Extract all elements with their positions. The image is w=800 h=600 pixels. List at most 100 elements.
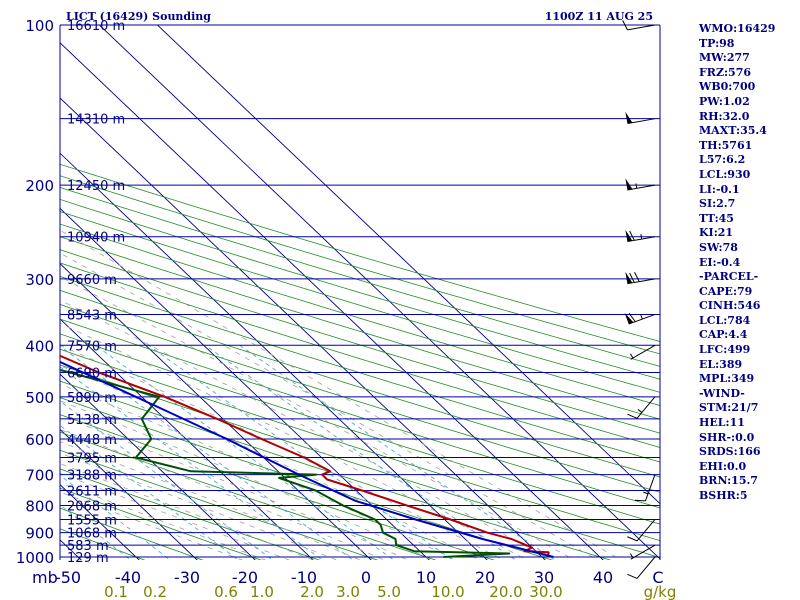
mixing-ratio-label: g/kg <box>644 583 677 600</box>
mixing-ratio-line <box>60 366 324 560</box>
wind-barb-staff <box>636 396 656 419</box>
mixing-ratio-label: 10.0 <box>431 583 464 600</box>
mixing-ratio-label: 2.0 <box>300 583 324 600</box>
isotherm-line <box>60 152 488 560</box>
dry-adiabat-line <box>60 449 379 560</box>
index-item: BRN:15.7 <box>699 474 758 488</box>
moist-adiabat-line <box>60 452 338 560</box>
index-item: -WIND- <box>699 386 745 400</box>
temperature-tick-label: 0 <box>361 568 371 587</box>
wind-barb-flag <box>634 499 646 502</box>
moist-adiabat-line <box>60 400 433 560</box>
moist-adiabat-line <box>60 322 528 560</box>
temperature-tick-label: -50 <box>55 568 81 587</box>
mixing-ratio-line <box>60 504 132 560</box>
wind-barb-pennant <box>625 111 633 124</box>
mixing-ratio-label: 30.0 <box>529 583 562 600</box>
temperature-tick-label: -30 <box>174 568 200 587</box>
wind-barb-staff <box>630 544 656 560</box>
height-label: 1555 m <box>67 513 117 528</box>
temperature-tick-label: C <box>652 568 663 587</box>
index-item: TP:98 <box>699 36 735 50</box>
wind-barb-halfflag <box>629 553 634 559</box>
wind-barb-halfflag <box>637 408 643 413</box>
wind-barb-halfflag <box>629 353 634 359</box>
height-label: 14310 m <box>67 113 125 128</box>
wind-barb-pennant <box>625 271 633 284</box>
dry-adiabat-line <box>60 249 660 434</box>
wind-barb <box>622 20 656 31</box>
pressure-tick-label: 800 <box>25 497 54 515</box>
isotherm-line <box>60 42 604 560</box>
isotherm-line <box>98 25 660 560</box>
index-item: EHI:0.0 <box>699 459 747 473</box>
dry-adiabat-line <box>60 364 660 559</box>
index-item: TH:5761 <box>699 138 753 152</box>
isotherm-line <box>0 13 32 568</box>
wind-barb-flag <box>627 573 638 579</box>
index-item: LI:-0.1 <box>699 182 740 196</box>
index-item: CAPE:79 <box>699 284 753 298</box>
parcel-path <box>60 360 554 558</box>
wind-barb-flag <box>629 272 635 283</box>
wind-barb-flag <box>627 413 638 419</box>
dry-adiabat-line <box>60 289 660 478</box>
temperature-tick-label: -20 <box>232 568 258 587</box>
pressure-tick-label: 500 <box>25 389 54 407</box>
wind-barb-flag <box>629 230 635 241</box>
height-label: 5138 m <box>67 413 117 428</box>
mixing-ratio-label: 0.1 <box>104 583 128 600</box>
dry-adiabat-line <box>60 175 660 355</box>
dry-adiabat-line <box>60 198 660 380</box>
index-item: BSHR:5 <box>699 489 748 502</box>
mixing-ratio-line <box>60 474 171 560</box>
index-item: MW:277 <box>699 51 750 65</box>
isotherm-line <box>60 428 198 560</box>
dry-adiabat-line <box>60 414 495 560</box>
wind-barb-halfflag <box>640 234 643 240</box>
sounding-profiles <box>60 354 554 558</box>
temperature-tick-label: -40 <box>115 568 141 587</box>
mixing-ratio-line <box>60 424 240 560</box>
wind-barb <box>629 344 656 360</box>
moist-adiabat-line <box>60 229 622 560</box>
pressure-tick-label: 100 <box>25 17 54 35</box>
chart-title-time: 1100Z 11 AUG 25 <box>545 10 653 23</box>
temperature-tick-label: -10 <box>291 568 317 587</box>
chart-title-station: LICT (16429) Sounding <box>66 10 211 23</box>
wind-barb-staff <box>627 24 656 31</box>
dry-adiabat-line <box>60 304 660 493</box>
height-label: 10940 m <box>67 231 125 246</box>
wind-barb-flag <box>627 536 638 542</box>
wind-barb <box>625 111 656 125</box>
pressure-tick-label: 700 <box>25 467 54 485</box>
mixing-ratio-label: 3.0 <box>336 583 360 600</box>
sounding-indices-panel: WMO:16429 TP:98 MW:277 FRZ:576 WB0:700 PW:1.0… <box>699 22 799 504</box>
index-item: MAXT:35.4 <box>699 124 767 138</box>
index-item: SW:78 <box>699 240 738 254</box>
wind-barb-staff <box>644 474 656 502</box>
dry-adiabat-line <box>60 318 660 509</box>
mixing-ratio-line <box>148 344 454 560</box>
temperature-profile <box>60 354 550 558</box>
dry-adiabat-line <box>60 348 660 542</box>
height-label: 12450 m <box>67 179 125 194</box>
moist-adiabat-line <box>60 463 314 560</box>
mixing-ratio-line <box>60 345 354 560</box>
dry-adiabat-line <box>60 333 660 525</box>
index-item: KI:21 <box>699 226 734 240</box>
height-label: 16610 m <box>67 19 125 34</box>
index-item: L57:6.2 <box>699 153 746 167</box>
pressure-tick-label: 600 <box>25 431 54 449</box>
height-label: 3188 m <box>67 469 117 484</box>
index-item: SRDS:166 <box>699 445 761 459</box>
wind-barb-pennant <box>625 229 633 242</box>
moist-adiabat-line <box>60 299 552 560</box>
temperature-tick-label: 40 <box>593 568 613 587</box>
dry-adiabat-line <box>60 163 660 342</box>
height-label: 5890 m <box>67 391 117 406</box>
wind-barb-flag <box>628 312 636 322</box>
height-label: 7570 m <box>67 339 117 354</box>
index-item: EL:389 <box>699 357 743 371</box>
